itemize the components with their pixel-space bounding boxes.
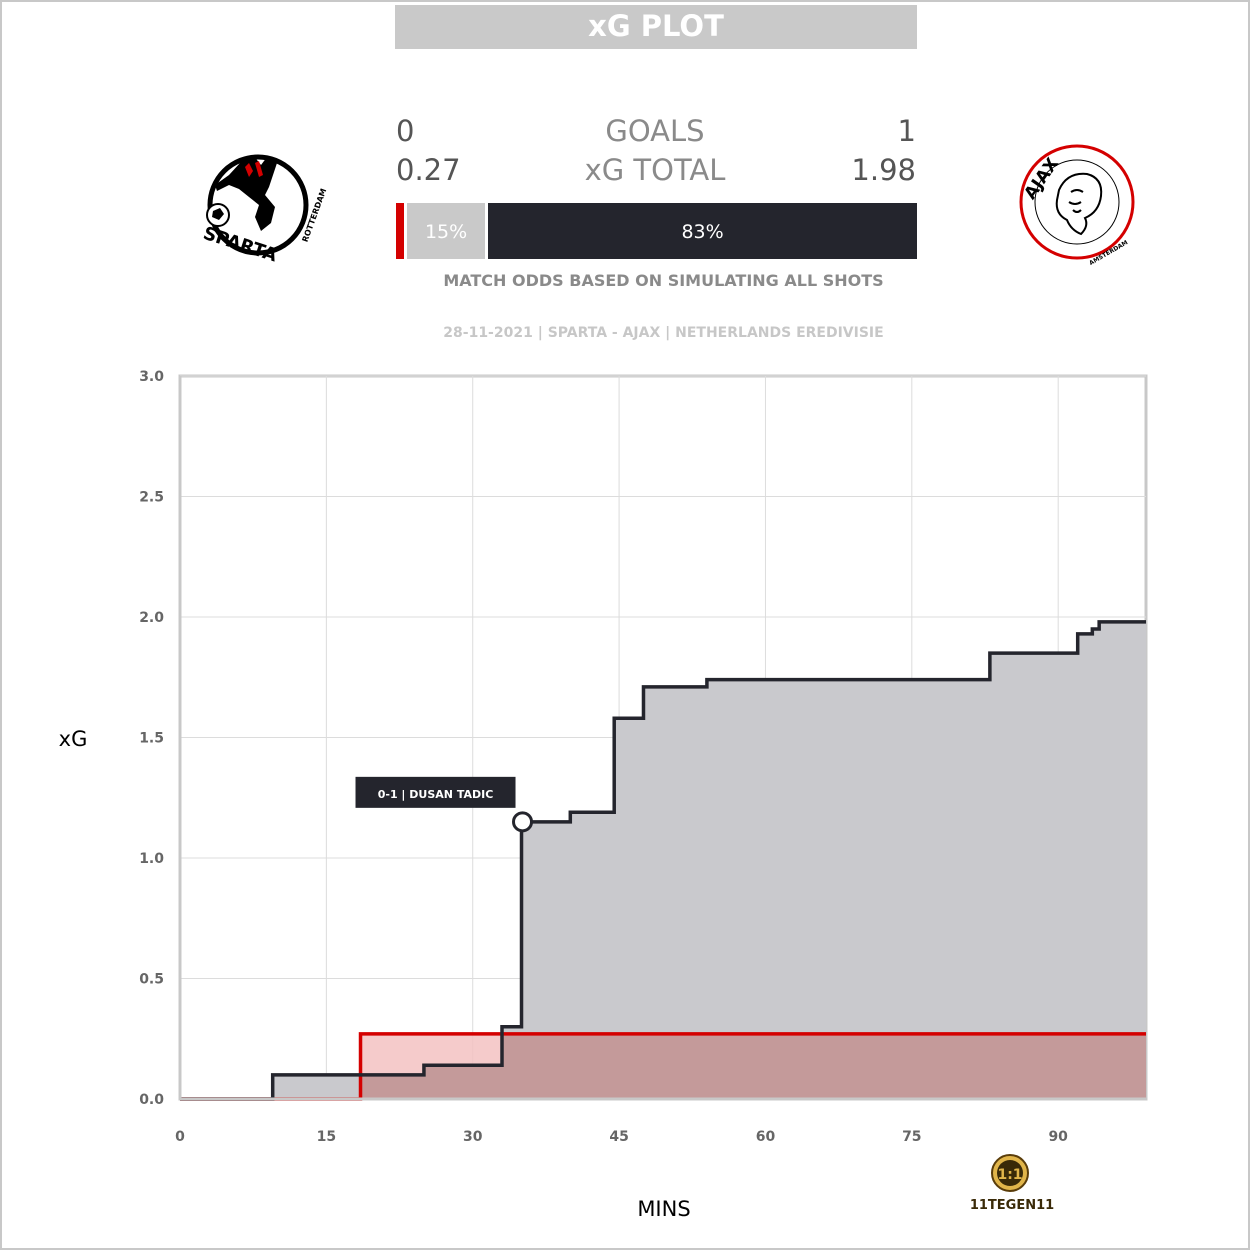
x-tick-label: 90 <box>1048 1129 1068 1145</box>
ajax-logo-icon: AJAX AMSTERDAM <box>1019 144 1135 265</box>
home-win-bar <box>396 203 404 259</box>
home-xg-total: 0.27 <box>396 153 461 187</box>
svg-text:1:1: 1:1 <box>997 1167 1022 1183</box>
11tegen11-logo-icon: 1:1 11TEGEN11 <box>970 1154 1054 1213</box>
page-title: xG PLOT <box>395 5 917 49</box>
away-win-pct: 83% <box>681 221 724 243</box>
x-tick-label: 75 <box>902 1129 921 1145</box>
match-meta: 28-11-2021 | SPARTA - AJAX | NETHERLANDS… <box>443 325 884 341</box>
y-tick-label: 1.0 <box>139 851 164 867</box>
goals-label: GOALS <box>605 114 705 148</box>
away-xg-area <box>180 621 1146 1099</box>
x-axis-label: MINS <box>637 1197 690 1221</box>
y-tick-label: 2.0 <box>139 610 164 626</box>
y-tick-label: 0.5 <box>139 972 164 988</box>
sparta-logo-icon: SPARTA ROTTERDAM <box>201 154 328 266</box>
goal-marker <box>512 811 534 833</box>
y-tick-label: 3.0 <box>139 369 164 385</box>
brand-text: 11TEGEN11 <box>970 1198 1054 1213</box>
draw-pct: 15% <box>424 221 468 243</box>
y-tick-label: 1.5 <box>139 731 164 747</box>
x-tick-label: 60 <box>756 1129 776 1145</box>
x-tick-label: 15 <box>317 1129 336 1145</box>
goal-annotation-box <box>355 776 516 808</box>
home-goals: 0 <box>396 114 415 148</box>
goal-annotation-label: 0-1 | DUSAN TADIC <box>378 788 494 801</box>
away-win-bar <box>488 203 917 259</box>
xg-total-label: xG TOTAL <box>584 153 726 187</box>
x-tick-label: 0 <box>175 1129 185 1145</box>
x-tick-label: 45 <box>609 1129 628 1145</box>
odds-caption: MATCH ODDS BASED ON SIMULATING ALL SHOTS <box>443 271 884 290</box>
away-xg-total: 1.98 <box>851 153 916 187</box>
y-axis-label: xG <box>59 727 88 751</box>
away-xg-line <box>180 620 1146 1101</box>
draw-bar <box>407 203 486 259</box>
y-tick-label: 2.5 <box>139 490 164 506</box>
y-tick-label: 0.0 <box>139 1092 164 1108</box>
x-tick-label: 30 <box>463 1129 483 1145</box>
away-goals: 1 <box>897 114 916 148</box>
